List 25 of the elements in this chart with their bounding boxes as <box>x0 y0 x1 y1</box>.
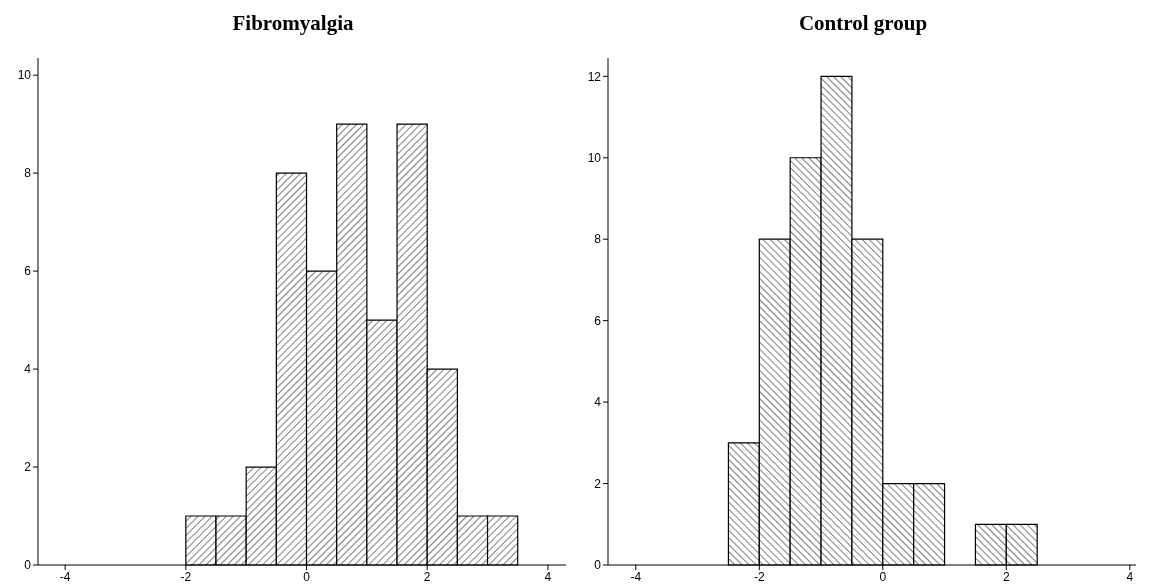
y-tick-label: 2 <box>594 476 602 491</box>
y-tick-label: 4 <box>594 395 602 410</box>
x-tick-label: -2 <box>180 569 192 584</box>
y-tick-label: 10 <box>17 68 32 83</box>
x-tick-label: 0 <box>879 569 887 584</box>
x-tick-label: -4 <box>59 569 71 584</box>
y-tick-label: 10 <box>587 151 602 166</box>
x-tick-label: -4 <box>630 569 642 584</box>
x-tick-label: 4 <box>544 569 552 584</box>
y-tick-label: 8 <box>24 166 32 181</box>
x-tick-label: 4 <box>1126 569 1134 584</box>
y-tick-label: 0 <box>594 558 602 573</box>
y-tick-label: 0 <box>24 558 32 573</box>
y-tick-label: 6 <box>594 313 602 328</box>
x-tick-label: 0 <box>303 569 311 584</box>
chart-title: Control group <box>797 10 929 37</box>
x-tick-label: 2 <box>423 569 431 584</box>
chart-title: Fibromyalgia <box>231 10 355 37</box>
y-tick-label: 8 <box>594 232 602 247</box>
y-tick-label: 4 <box>24 362 32 377</box>
x-tick-label: -2 <box>753 569 765 584</box>
y-tick-label: 6 <box>24 264 32 279</box>
y-tick-label: 12 <box>587 69 602 84</box>
x-tick-label: 2 <box>1002 569 1010 584</box>
y-tick-label: 2 <box>24 460 32 475</box>
